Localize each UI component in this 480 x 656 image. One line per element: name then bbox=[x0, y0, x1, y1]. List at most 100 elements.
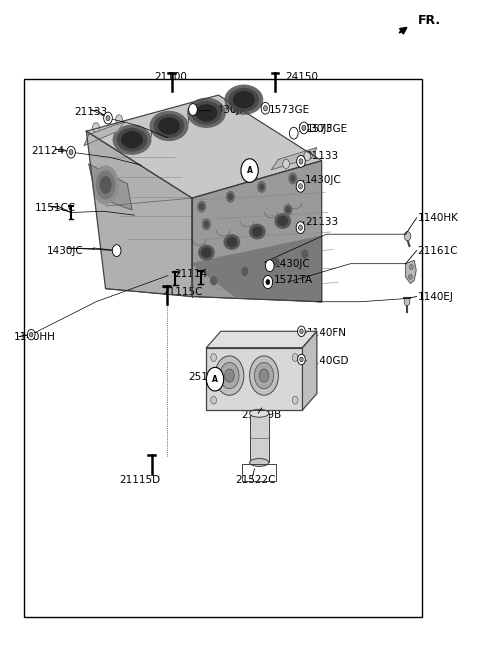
Circle shape bbox=[27, 329, 35, 340]
Circle shape bbox=[302, 125, 306, 131]
Text: 21114: 21114 bbox=[174, 268, 207, 279]
Circle shape bbox=[283, 159, 289, 169]
Text: 21119B: 21119B bbox=[241, 410, 282, 420]
Ellipse shape bbox=[199, 245, 214, 260]
Circle shape bbox=[404, 298, 410, 306]
Circle shape bbox=[300, 122, 308, 134]
Circle shape bbox=[211, 396, 216, 404]
Circle shape bbox=[299, 225, 302, 230]
Ellipse shape bbox=[159, 118, 179, 134]
Ellipse shape bbox=[196, 105, 216, 121]
Polygon shape bbox=[302, 331, 317, 410]
Bar bbox=[242, 464, 276, 481]
Bar bbox=[206, 348, 302, 410]
Circle shape bbox=[112, 245, 121, 256]
Ellipse shape bbox=[229, 89, 258, 111]
Text: FR.: FR. bbox=[418, 14, 441, 28]
Circle shape bbox=[300, 357, 303, 362]
Ellipse shape bbox=[278, 216, 288, 226]
Text: 1140FN: 1140FN bbox=[307, 327, 347, 338]
Text: 24150: 24150 bbox=[286, 72, 319, 82]
Ellipse shape bbox=[122, 132, 142, 148]
Ellipse shape bbox=[118, 129, 146, 151]
Circle shape bbox=[298, 354, 305, 365]
Ellipse shape bbox=[155, 115, 183, 137]
Ellipse shape bbox=[202, 248, 211, 257]
Circle shape bbox=[302, 250, 308, 258]
Circle shape bbox=[289, 173, 297, 184]
Text: 21161C: 21161C bbox=[418, 245, 458, 256]
Text: 1430JC: 1430JC bbox=[305, 175, 342, 186]
Circle shape bbox=[265, 260, 274, 272]
Ellipse shape bbox=[275, 214, 290, 228]
Circle shape bbox=[299, 184, 302, 189]
Circle shape bbox=[284, 205, 292, 215]
Circle shape bbox=[200, 204, 204, 209]
Circle shape bbox=[409, 264, 413, 270]
Polygon shape bbox=[192, 161, 322, 302]
Polygon shape bbox=[406, 260, 416, 283]
Circle shape bbox=[298, 326, 305, 337]
Polygon shape bbox=[86, 95, 322, 198]
Bar bbox=[24, 79, 422, 617]
Circle shape bbox=[261, 102, 270, 114]
Circle shape bbox=[292, 396, 298, 404]
Text: 21133: 21133 bbox=[305, 151, 338, 161]
Circle shape bbox=[408, 274, 412, 279]
Text: 1140HK: 1140HK bbox=[418, 213, 458, 223]
Bar bbox=[206, 348, 302, 410]
Circle shape bbox=[215, 356, 244, 395]
Circle shape bbox=[300, 329, 303, 334]
Text: 1571TA: 1571TA bbox=[274, 275, 313, 285]
Text: A: A bbox=[212, 375, 218, 384]
Circle shape bbox=[289, 127, 298, 139]
Text: 1430JC: 1430JC bbox=[47, 245, 84, 256]
Text: A: A bbox=[247, 166, 252, 175]
Text: 1430JC: 1430JC bbox=[274, 258, 311, 269]
Circle shape bbox=[203, 219, 210, 230]
Circle shape bbox=[211, 354, 216, 361]
Bar bbox=[250, 413, 269, 462]
Circle shape bbox=[291, 176, 295, 181]
Ellipse shape bbox=[250, 409, 269, 417]
Text: 21124: 21124 bbox=[31, 146, 64, 156]
Polygon shape bbox=[192, 236, 322, 302]
Circle shape bbox=[404, 232, 411, 241]
Text: 1430JF: 1430JF bbox=[298, 124, 333, 134]
Polygon shape bbox=[89, 164, 132, 210]
Circle shape bbox=[297, 155, 305, 167]
Ellipse shape bbox=[188, 98, 225, 127]
Text: 1573GE: 1573GE bbox=[307, 124, 348, 134]
Text: 21115C: 21115C bbox=[162, 287, 203, 297]
Circle shape bbox=[254, 362, 274, 388]
Text: 21133: 21133 bbox=[74, 106, 108, 117]
Text: 21115D: 21115D bbox=[119, 475, 160, 485]
Polygon shape bbox=[86, 131, 192, 297]
Ellipse shape bbox=[150, 112, 188, 140]
Circle shape bbox=[29, 332, 33, 337]
Polygon shape bbox=[206, 331, 317, 348]
Circle shape bbox=[299, 159, 303, 164]
Text: 21522C: 21522C bbox=[235, 475, 276, 485]
Ellipse shape bbox=[225, 85, 263, 114]
Circle shape bbox=[260, 184, 264, 190]
Circle shape bbox=[242, 268, 248, 276]
Circle shape bbox=[206, 367, 224, 391]
Ellipse shape bbox=[250, 224, 265, 239]
Text: 1430JF: 1430JF bbox=[211, 104, 246, 115]
Ellipse shape bbox=[234, 92, 254, 108]
Circle shape bbox=[69, 150, 73, 155]
Ellipse shape bbox=[113, 125, 151, 154]
Polygon shape bbox=[84, 121, 125, 146]
Ellipse shape bbox=[100, 177, 111, 193]
Circle shape bbox=[259, 369, 269, 382]
Circle shape bbox=[67, 146, 75, 158]
Circle shape bbox=[227, 192, 234, 202]
Ellipse shape bbox=[227, 237, 237, 247]
Polygon shape bbox=[271, 148, 317, 170]
Circle shape bbox=[204, 222, 208, 227]
Circle shape bbox=[258, 182, 265, 192]
Circle shape bbox=[286, 207, 290, 213]
Text: 1151CC: 1151CC bbox=[35, 203, 76, 213]
Circle shape bbox=[241, 159, 258, 182]
